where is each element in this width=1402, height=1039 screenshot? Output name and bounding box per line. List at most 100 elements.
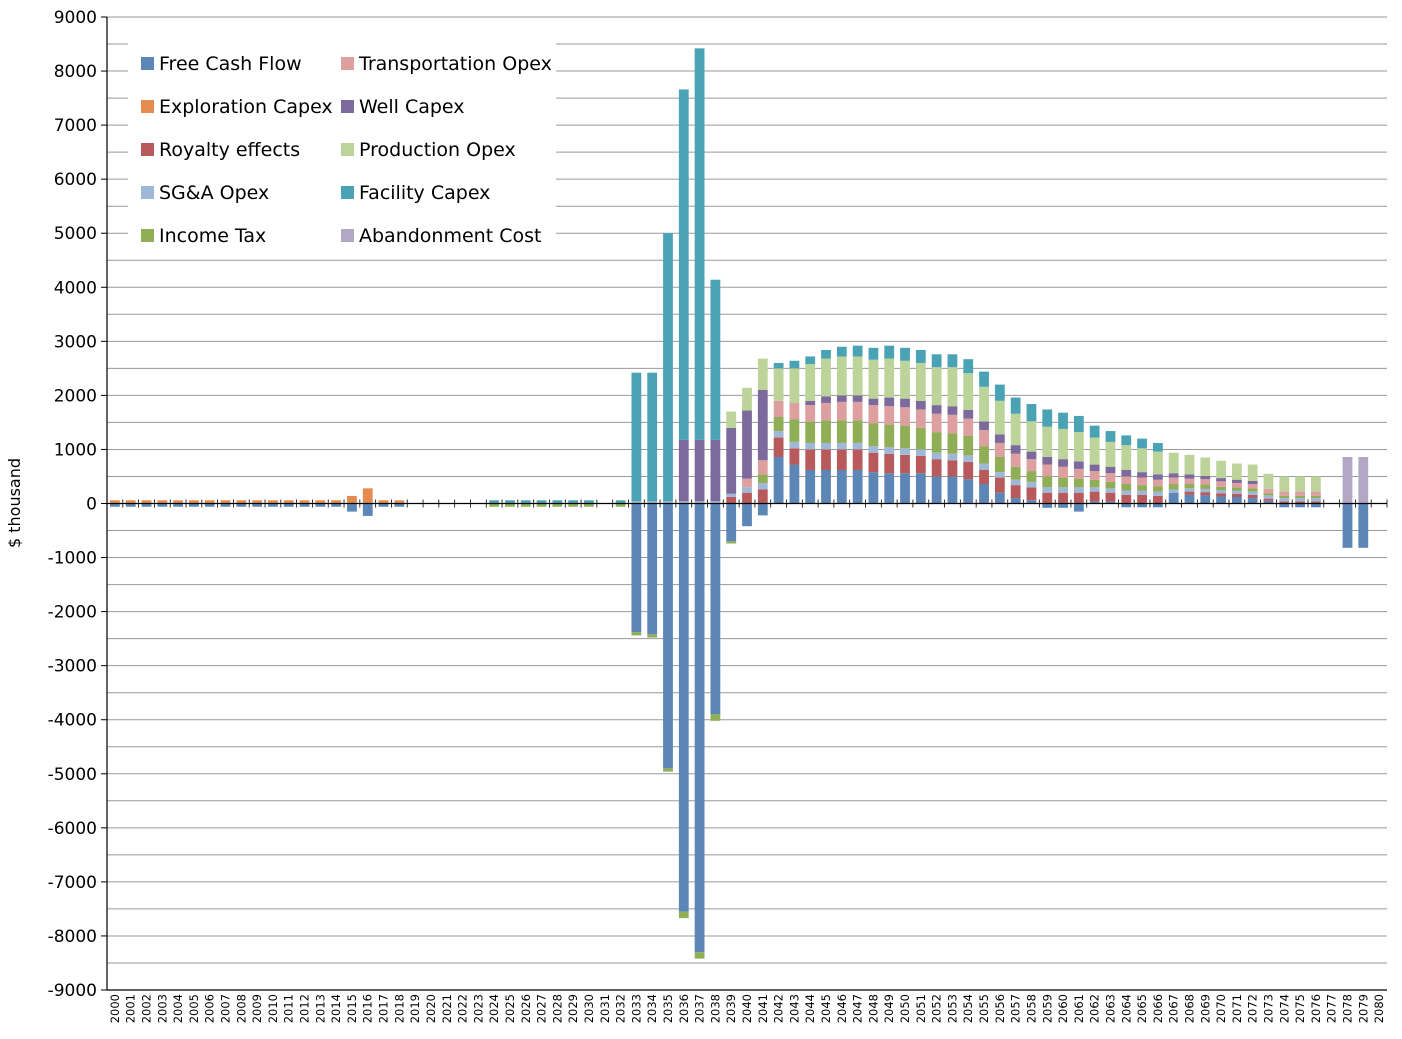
legend-label: Royalty effects [159,139,300,161]
bar-segment-royalty-effects-2054 [963,461,974,480]
gridlines [107,16,1387,991]
x-tick-label: 2076 [1309,994,1323,1023]
bar-segment-transportation-opex-2076 [1310,491,1321,496]
bar-segment-facility-capex-2038 [710,279,721,440]
bar-segment-sg-a-opex-2034 [647,501,658,504]
y-tick-label: 1000 [54,440,97,460]
bar-segment-sg-a-opex-2047 [852,442,863,450]
bar-segment-well-capex-2055 [979,421,989,430]
bar-segment-income-tax-2048 [868,423,879,447]
bar-segment-transportation-opex-2042 [773,400,784,418]
legend-label: Production Opex [359,139,516,161]
bar-segment-free-cash-flow-2013 [315,503,326,507]
bar-segment-free-cash-flow-2056 [994,492,1005,504]
bar-segment-free-cash-flow-2014 [331,503,342,507]
bar-segment-transportation-opex-2049 [884,406,895,425]
bar-segment-production-opex-2062 [1089,437,1100,465]
bar-segment-facility-capex-2054 [963,359,974,374]
bar-segment-well-capex-2041 [757,389,768,461]
bar-segment-royalty-effects-2046 [836,449,847,470]
bar-segment-income-tax-2057 [1010,466,1021,480]
bar-segment-transportation-opex-2072 [1247,484,1258,489]
bar-segment-facility-capex-2057 [1010,397,1021,414]
bar-segment-free-cash-flow-2054 [963,479,974,504]
bar-segment-free-cash-flow-2011 [283,503,294,507]
bar-segment-income-tax-2072 [1247,488,1258,492]
bar-segment-facility-capex-2036 [678,89,689,440]
bar-segment-income-tax-2028 [552,503,563,507]
bar-segment-production-opex-2057 [1010,413,1021,446]
bar-segment-free-cash-flow-2079 [1358,503,1369,548]
x-tick-label: 2073 [1261,994,1275,1023]
legend-label: Exploration Capex [159,96,333,118]
bar-segment-exploration-capex-2003 [157,500,168,504]
bar-segment-facility-capex-2056 [994,384,1005,401]
bar-segment-income-tax-2066 [1152,486,1163,492]
bar-segment-production-opex-2058 [1026,421,1037,452]
x-tick-label: 2053 [945,994,959,1023]
bar-segment-well-capex-2053 [947,406,958,415]
x-tick-label: 2007 [219,994,233,1023]
bar-segment-exploration-capex-2010 [268,500,278,504]
bar-segment-production-opex-2068 [1184,454,1195,475]
x-tick-label: 2003 [155,994,169,1023]
bar-segment-free-cash-flow-2015 [347,503,357,512]
bar-segment-transportation-opex-2070 [1216,481,1226,487]
x-tick-label: 2078 [1340,994,1354,1023]
bar-segment-transportation-opex-2053 [947,414,958,434]
bar-segment-sg-a-opex-2071 [1231,490,1242,494]
bar-segment-facility-capex-2037 [694,48,705,440]
x-tick-label: 2033 [629,994,643,1023]
bar-segment-sg-a-opex-2074 [1279,498,1290,502]
bar-segment-sg-a-opex-2045 [821,442,831,450]
bar-segment-well-capex-2040 [742,410,752,479]
bar-segment-income-tax-2037 [694,952,705,959]
bar-segment-transportation-opex-2075 [1295,491,1305,496]
bar-segment-free-cash-flow-2034 [647,503,658,635]
bar-segment-well-capex-2039 [726,427,737,494]
bar-segment-income-tax-2064 [1121,484,1132,491]
bar-segment-free-cash-flow-2065 [1137,503,1147,508]
bar-segment-transportation-opex-2063 [1105,473,1116,482]
x-tick-label: 2011 [282,994,296,1023]
bar-segment-income-tax-2033 [631,632,642,636]
bar-segment-income-tax-2053 [947,433,958,454]
bar-segment-free-cash-flow-2037 [694,503,705,953]
bar-segment-free-cash-flow-2050 [900,473,910,504]
bar-segment-transportation-opex-2040 [742,478,752,488]
bar-segment-well-capex-2044 [805,400,816,406]
bar-segment-production-opex-2071 [1231,463,1242,480]
bar-segment-transportation-opex-2058 [1026,459,1037,472]
bar-segment-well-capex-2067 [1168,473,1179,478]
bar-segment-income-tax-2027 [536,503,547,507]
bar-segment-sg-a-opex-2040 [742,487,752,493]
x-tick-label: 2025 [503,994,517,1023]
x-tick-label: 2063 [1103,994,1117,1023]
legend-label: SG&A Opex [159,182,269,204]
bar-segment-facility-capex-2059 [1042,409,1053,427]
bar-segment-free-cash-flow-2044 [805,469,816,504]
bar-segment-facility-capex-2043 [789,360,800,369]
bar-segment-transportation-opex-2065 [1137,477,1147,486]
bar-segment-well-capex-2062 [1089,464,1100,472]
bar-segment-royalty-effects-2068 [1184,491,1195,495]
y-tick-label: -5000 [48,765,97,785]
bar-segment-royalty-effects-2063 [1105,492,1116,502]
bar-segment-income-tax-2051 [915,427,926,450]
bar-segment-income-tax-2026 [520,503,531,507]
x-tick-label: 2056 [993,994,1007,1023]
bar-segment-free-cash-flow-2074 [1279,503,1290,508]
x-tick-label: 2057 [1009,994,1023,1023]
legend-swatch [341,100,354,113]
legend-swatch [341,186,354,199]
bar-segment-free-cash-flow-2039 [726,503,737,542]
bar-segment-transportation-opex-2074 [1279,491,1290,496]
bar-segment-free-cash-flow-2070 [1216,496,1226,504]
bar-segment-free-cash-flow-2051 [915,473,926,504]
bar-segment-production-opex-2073 [1263,473,1274,489]
x-tick-label: 2013 [313,994,327,1023]
bar-segment-facility-capex-2032 [615,500,626,504]
x-tick-label: 2022 [456,994,470,1023]
bar-segment-facility-capex-2061 [1073,415,1084,433]
